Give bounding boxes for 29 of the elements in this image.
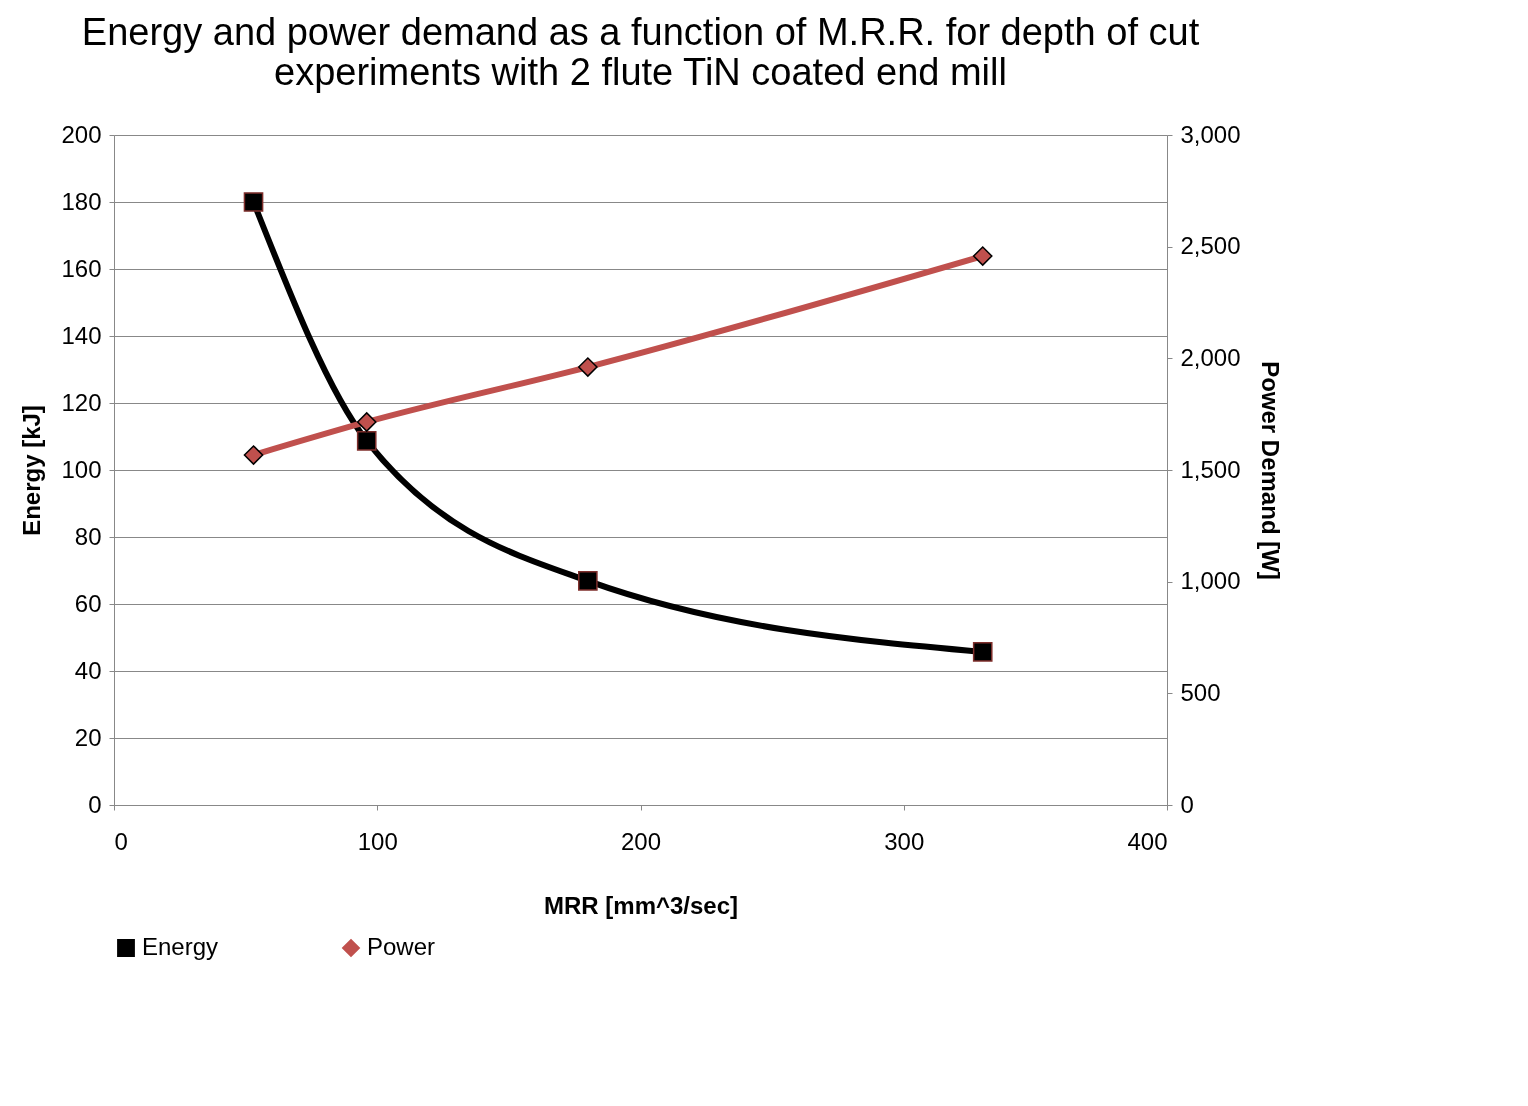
y-tick-label: 80 <box>74 522 102 550</box>
y2-tick-label: 1,000 <box>1180 567 1241 595</box>
x-axis-title: MRR [mm^3/sec] <box>543 891 739 919</box>
y2-tick-label: 1,500 <box>1180 455 1241 483</box>
y2-axis-title: Power Demand [W] <box>1256 361 1284 580</box>
y2-tick-label: 2,000 <box>1180 343 1241 371</box>
y-tick-label: 0 <box>88 790 102 818</box>
text: Energy and power demand as a function of M.R.R. for depth of cut <box>81 11 1200 53</box>
x-tick-label: 100 <box>357 827 398 855</box>
y-tick-label: 20 <box>74 723 102 751</box>
x-tick-label: 400 <box>1127 827 1168 855</box>
y-axis-title: Energy [kJ] <box>18 405 46 536</box>
y2-tick-label: 3,000 <box>1180 120 1241 148</box>
y-tick-label: 60 <box>74 589 102 617</box>
y-tick-label: 180 <box>61 187 102 215</box>
legend-label: Power <box>367 933 436 960</box>
y-tick-label: 140 <box>61 321 102 349</box>
y-tick-label: 200 <box>61 120 102 148</box>
y-tick-label: 40 <box>74 656 102 684</box>
y2-tick-label: 500 <box>1180 678 1221 706</box>
x-tick-label: 300 <box>884 827 925 855</box>
x-tick-label: 0 <box>114 827 128 855</box>
legend-label: Energy <box>142 933 219 960</box>
x-tick-label: 200 <box>620 827 662 855</box>
y-tick-label: 160 <box>61 254 102 282</box>
y2-tick-label: 0 <box>1180 790 1194 818</box>
y-tick-label: 100 <box>61 455 102 483</box>
y2-tick-label: 2,500 <box>1180 232 1241 260</box>
y-tick-label: 120 <box>61 388 102 416</box>
